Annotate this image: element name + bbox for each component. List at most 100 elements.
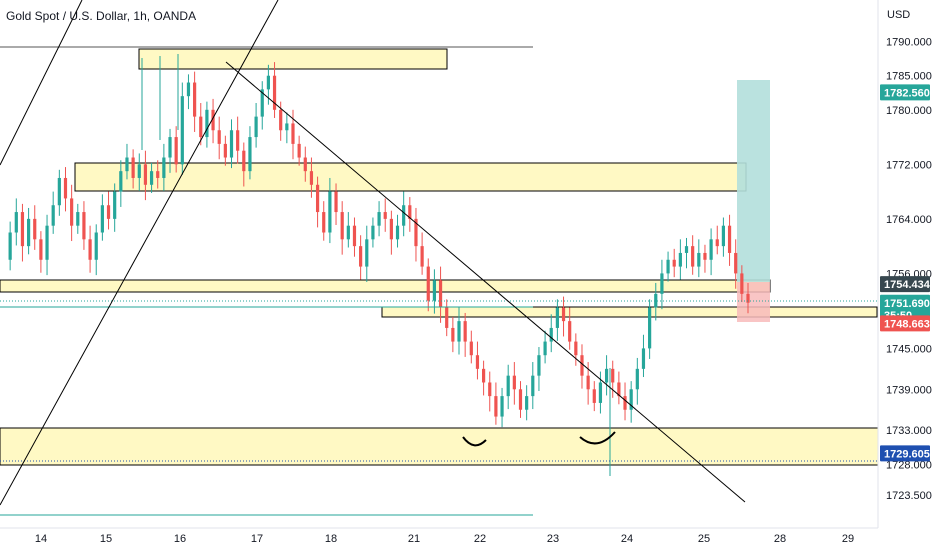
candle-body: [14, 212, 18, 233]
candle: [254, 102, 258, 148]
candle: [242, 142, 246, 187]
candle: [211, 98, 215, 144]
candle-body: [703, 252, 707, 260]
target-box: [737, 80, 770, 282]
candle: [94, 224, 98, 276]
candle-body: [260, 89, 264, 117]
candle: [740, 265, 744, 303]
pivot-zone: [0, 279, 771, 293]
candle: [568, 307, 572, 350]
candle-body: [740, 273, 744, 294]
price-label-bg: [880, 294, 930, 311]
candle: [346, 212, 350, 248]
candle: [272, 62, 277, 118]
candle: [76, 203, 80, 234]
candle-body: [648, 307, 652, 349]
candle-body: [309, 171, 314, 185]
candle: [420, 232, 424, 275]
candle-body: [285, 123, 289, 131]
candle-body: [199, 116, 203, 138]
candle-body: [45, 225, 49, 260]
x-tick-label: 14: [35, 533, 47, 545]
candle-body: [420, 246, 424, 267]
candle: [666, 251, 670, 282]
candle-body: [211, 109, 215, 131]
candle-body: [223, 143, 227, 158]
candle: [488, 371, 492, 412]
candle-body: [641, 348, 646, 369]
candle-body: [76, 212, 80, 226]
candle-body: [113, 191, 117, 219]
candle-body: [106, 205, 111, 219]
candle: [451, 317, 455, 353]
y-tick-label: 1745.000: [886, 343, 932, 355]
candle-body: [186, 82, 191, 97]
candle-body: [143, 164, 148, 185]
candle-body: [131, 157, 135, 178]
candle: [611, 360, 615, 398]
y-tick-label: 1733.000: [886, 425, 932, 437]
candle-body: [180, 96, 184, 165]
candle: [285, 112, 289, 144]
candle: [734, 239, 738, 289]
candle: [537, 347, 541, 391]
candle-body: [734, 252, 738, 274]
candle: [137, 153, 141, 191]
y-tick-label: 1772.000: [886, 159, 932, 171]
price-label-text: 1782.560: [884, 87, 930, 99]
candle: [223, 135, 227, 166]
x-tick-label: 21: [408, 533, 420, 545]
candle: [217, 116, 221, 160]
candle-body: [383, 212, 387, 219]
candle: [623, 382, 627, 421]
price-axis: 1790.000 1785.000 1780.000 1772.000 1764.000…: [877, 0, 932, 528]
candle: [617, 371, 621, 405]
candle: [365, 225, 369, 282]
candle: [463, 312, 467, 357]
candle-body: [236, 130, 240, 151]
candle: [592, 381, 596, 412]
candle-body: [26, 218, 31, 247]
time-axis: 14 15 16 17 18 21 22 23 24 25 28 29: [0, 527, 878, 545]
candle-body: [525, 396, 529, 410]
candle: [106, 191, 111, 230]
candle-body: [254, 116, 258, 138]
candle-body: [727, 225, 732, 253]
candle-body: [217, 130, 221, 144]
candle-body: [721, 225, 726, 247]
candle: [162, 143, 166, 191]
support-zone: [0, 427, 879, 466]
candle: [482, 360, 486, 396]
x-tick-label: 29: [842, 533, 854, 545]
candle-body: [494, 396, 498, 417]
candle: [82, 201, 86, 250]
candle-body: [475, 355, 480, 369]
trendline-left-up: [0, 0, 83, 166]
candle: [131, 149, 135, 189]
candle-body: [426, 266, 430, 301]
price-label-text: 1751.690: [884, 298, 930, 310]
candle: [402, 191, 406, 237]
candle: [371, 217, 375, 248]
price-label: 1751.690: [880, 294, 930, 311]
candle-body: [617, 382, 621, 397]
chart-title: Gold Spot / U.S. Dollar, 1h, OANDA: [6, 9, 197, 23]
x-tick-label: 17: [251, 533, 263, 545]
candle: [180, 82, 184, 175]
price-label-text: 1748.663: [884, 318, 930, 330]
price-label-bg: [880, 315, 930, 332]
candle-body: [119, 171, 123, 192]
candle: [303, 146, 307, 182]
candle-body: [334, 191, 338, 213]
candle-body: [506, 375, 510, 397]
candle-body: [297, 143, 301, 158]
candle: [438, 266, 443, 323]
candle-body: [88, 239, 92, 260]
y-tick-label: 1728.000: [886, 459, 932, 471]
candle: [654, 282, 658, 321]
x-tick-label: 25: [698, 533, 710, 545]
candle: [555, 299, 559, 341]
candle-body: [8, 232, 12, 260]
candle-body: [469, 341, 473, 356]
